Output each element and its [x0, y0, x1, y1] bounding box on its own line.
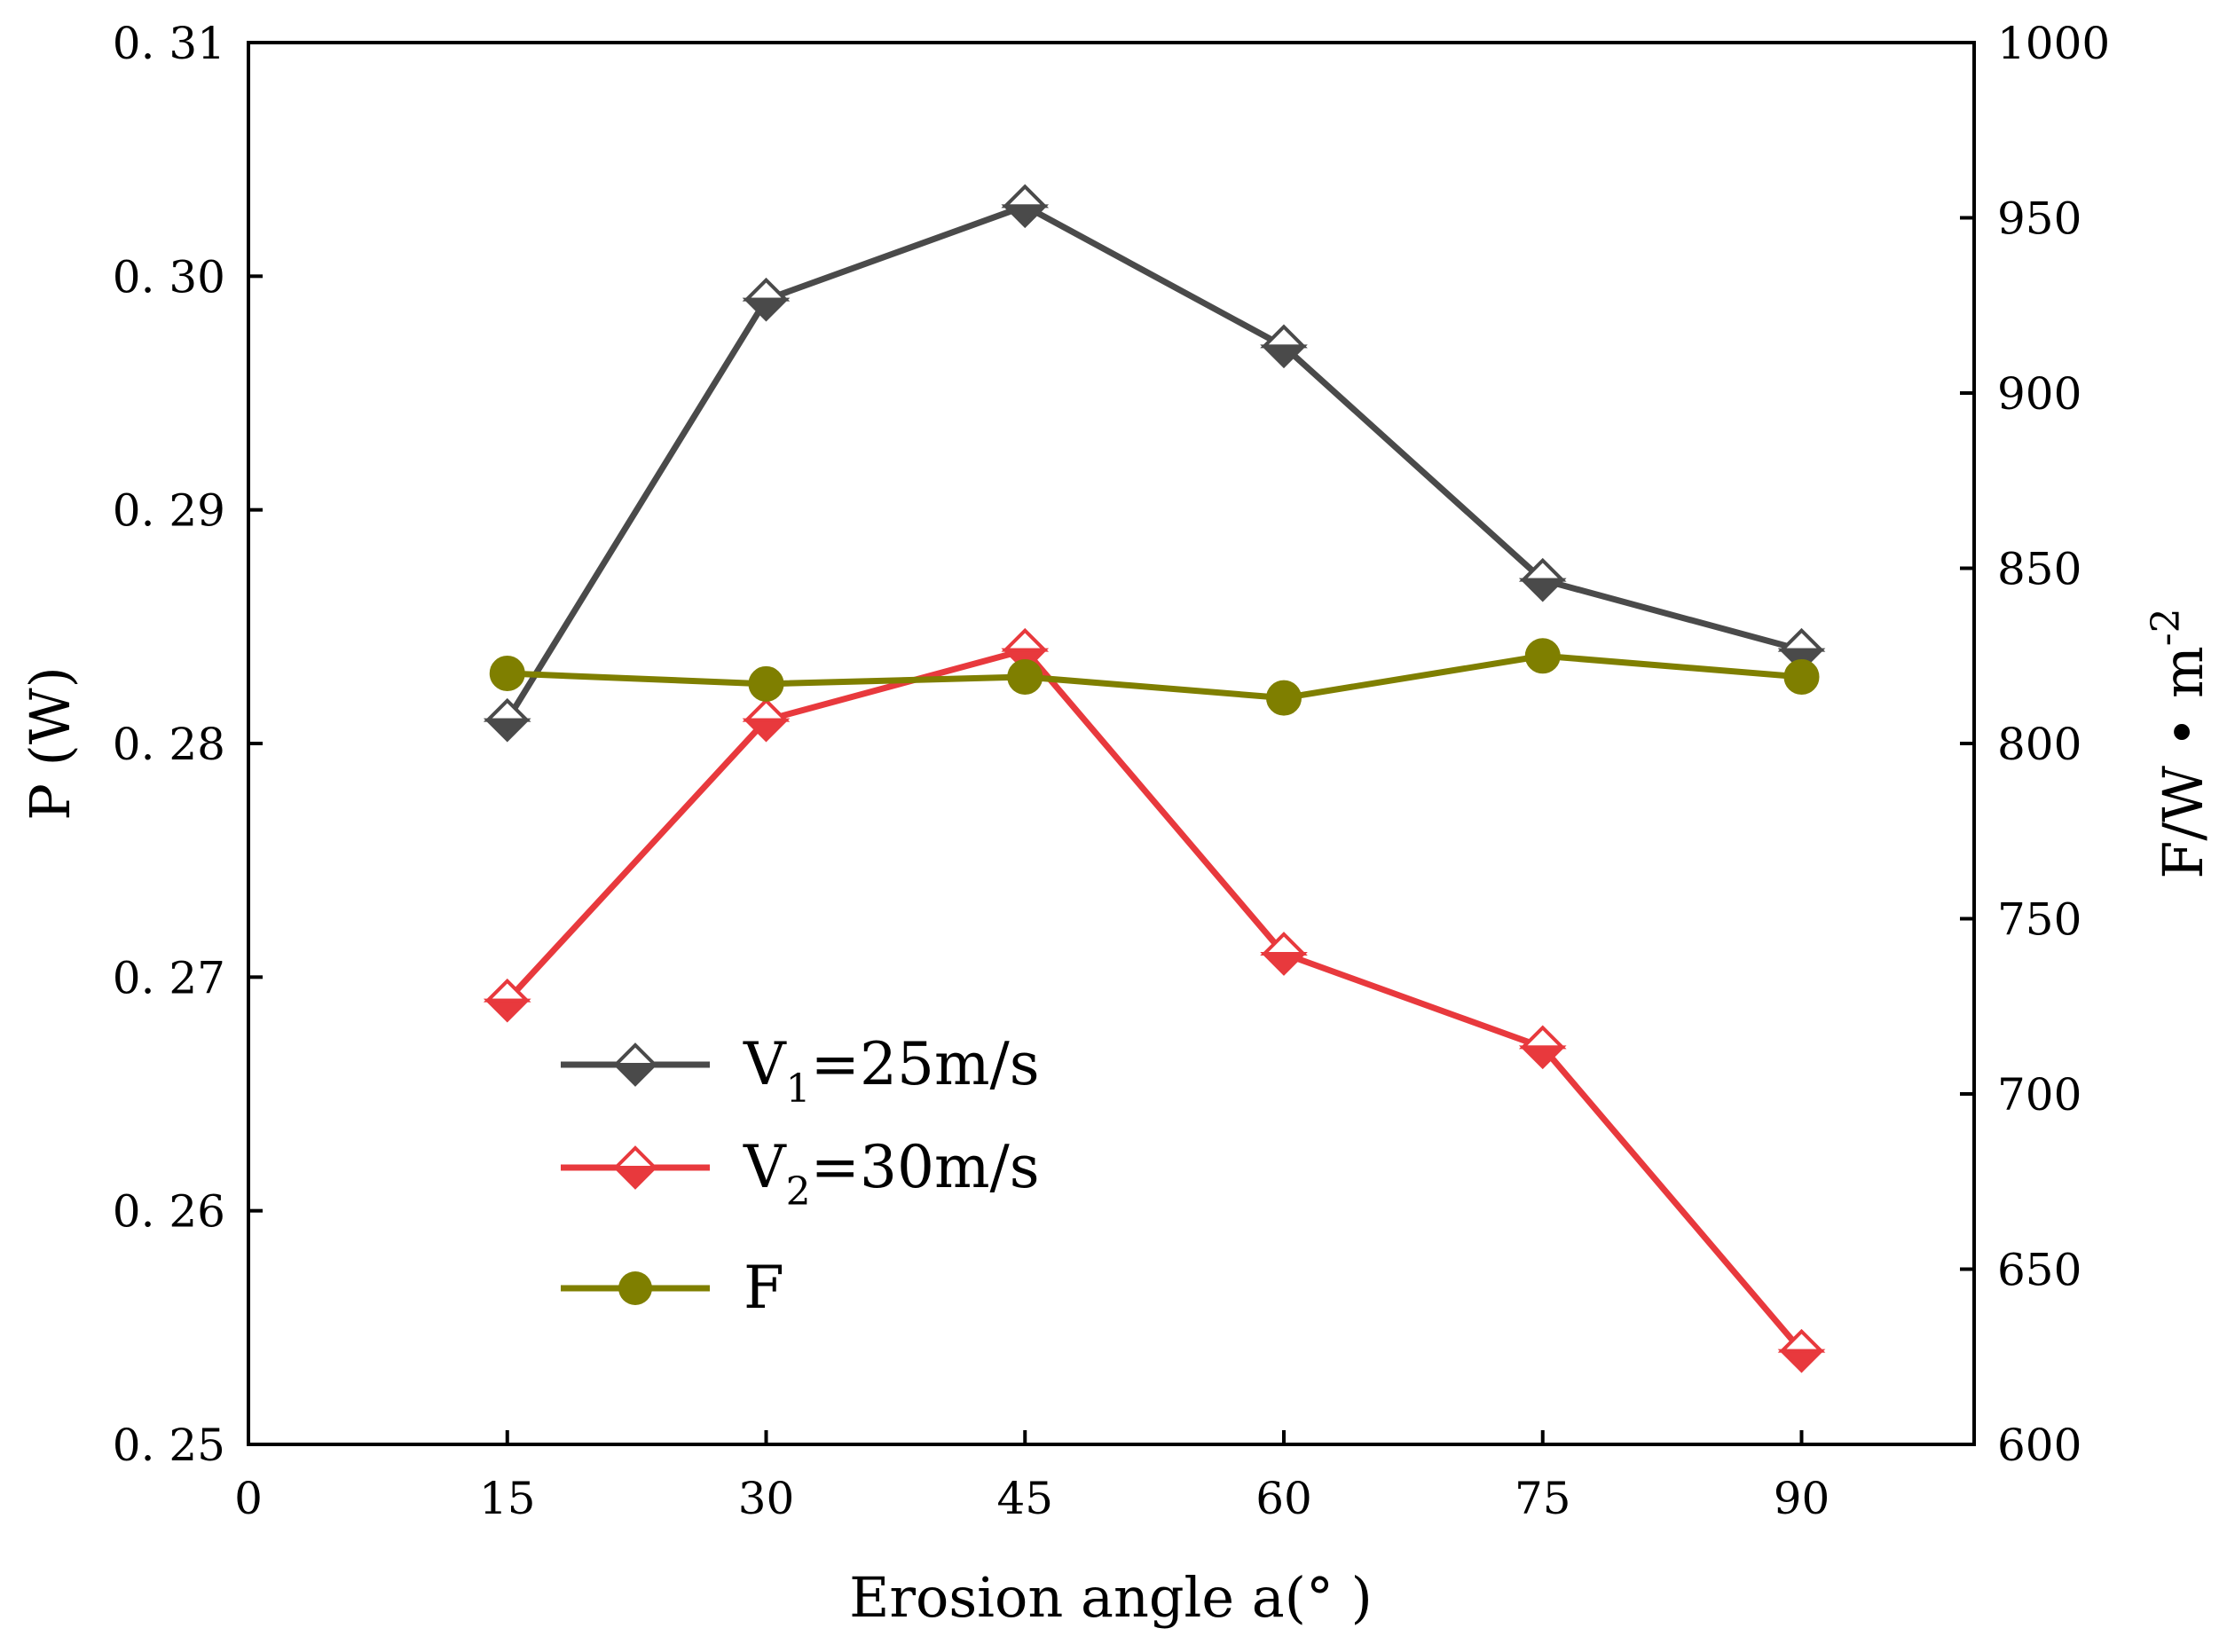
legend-marker-f: [618, 1271, 652, 1305]
data-point-v1-bottom: [1001, 204, 1050, 229]
data-point-v2-top: [1001, 627, 1050, 652]
series-f: [489, 638, 1820, 716]
series-v2: [483, 627, 1826, 1373]
y-tick-label-right: 1000: [1997, 18, 2110, 69]
data-point-v2: [1518, 1025, 1567, 1070]
legend-label-main: V: [743, 1133, 787, 1201]
series-line-v2: [505, 647, 1805, 1353]
y-tick-label-right: 650: [1997, 1245, 2081, 1296]
data-point-v1: [1518, 557, 1567, 602]
y-tick-label-right: 600: [1997, 1420, 2081, 1471]
y-tick-label-right: 900: [1997, 368, 2081, 420]
legend-label-v1: V1=25m/s: [743, 1030, 1040, 1112]
y-axis-title-left: P (W): [18, 666, 83, 821]
x-tick-label: 90: [1774, 1473, 1830, 1524]
series-v1: [483, 184, 1826, 743]
data-point-v1: [742, 277, 791, 322]
y-axis-title-right: F/W • m-2: [2144, 608, 2215, 878]
legend-item-v2: V2=30m/s: [561, 1133, 1040, 1215]
y-tick-label-left: 0. 31: [113, 18, 225, 69]
x-tick-label: 75: [1515, 1473, 1571, 1524]
legend-marker-v2-top: [611, 1145, 659, 1169]
legend-marker-v1: [611, 1042, 659, 1087]
y-tick-label-left: 0. 26: [113, 1186, 225, 1238]
y-tick-label-right: 700: [1997, 1069, 2081, 1121]
data-point-v1: [1001, 184, 1050, 229]
data-point-v2: [742, 697, 791, 743]
data-point-f: [1007, 658, 1043, 695]
y-axis-title-right-sup: -2: [2144, 608, 2189, 646]
data-point-f: [1266, 680, 1302, 716]
data-point-v2: [1777, 1328, 1826, 1373]
y-tick-label-left: 0. 29: [113, 485, 225, 537]
y-tick-label-left: 0. 30: [113, 251, 225, 303]
legend-marker-v1-top: [611, 1042, 659, 1066]
x-tick-label: 15: [479, 1473, 536, 1524]
legend-label-rest: =30m/s: [811, 1133, 1040, 1201]
legend-marker-v1-bottom: [611, 1063, 659, 1087]
axes-layer: 0 15 30 45 60 75 90 0. 25 0. 26 0. 27 0. 28 0. 29 0.…: [113, 18, 2110, 1524]
data-point-v2: [483, 978, 531, 1023]
y-tick-label-left: 0. 25: [113, 1420, 225, 1471]
y-tick-label-right: 950: [1997, 193, 2081, 245]
data-point-v1-top: [1001, 184, 1050, 208]
data-point-v1: [483, 697, 531, 743]
legend-label-v2: V2=30m/s: [743, 1133, 1040, 1215]
data-point-v2-bottom: [1518, 1045, 1567, 1070]
legend-marker-v2: [611, 1145, 659, 1190]
y-tick-label-right: 800: [1997, 719, 2081, 770]
data-point-v2: [1260, 932, 1308, 976]
y-tick-label-left: 0. 27: [113, 952, 225, 1003]
legend-marker-v2-bottom: [611, 1166, 659, 1190]
x-tick-label: 0: [234, 1473, 263, 1524]
series-layer: [483, 184, 1826, 1373]
series-line-v1: [504, 202, 1803, 722]
series-line-f: [507, 652, 1802, 702]
x-tick-label: 30: [738, 1473, 795, 1524]
data-point-v1-top: [1777, 627, 1826, 652]
data-point-v1-top: [742, 277, 791, 302]
legend: V1=25m/sV2=30m/sF: [561, 1030, 1040, 1322]
x-axis-title: Erosion angle a(° ): [849, 1565, 1373, 1630]
legend-label-f: F: [744, 1254, 784, 1322]
legend-label-sub: 2: [786, 1169, 811, 1215]
data-point-v2-top: [1518, 1025, 1567, 1050]
data-point-f: [748, 665, 784, 702]
data-point-v2-top: [742, 697, 791, 722]
data-point-v2-bottom: [1777, 1349, 1826, 1373]
data-point-f: [489, 656, 525, 691]
x-tick-label: 45: [996, 1473, 1053, 1524]
data-point-v2-bottom: [742, 718, 791, 743]
x-tick-label: 60: [1255, 1473, 1312, 1524]
legend-item-v1: V1=25m/s: [561, 1030, 1040, 1112]
data-point-v1: [1260, 324, 1308, 369]
legend-label-sub: 1: [786, 1066, 811, 1112]
data-point-v1-bottom: [742, 297, 791, 322]
data-point-f: [1783, 658, 1820, 695]
legend-item-f: F: [561, 1254, 784, 1322]
legend-label-rest: =25m/s: [811, 1030, 1040, 1098]
y-tick-label-right: 750: [1997, 894, 2081, 946]
y-tick-label-right: 850: [1997, 544, 2081, 595]
data-point-v1-bottom: [1518, 578, 1567, 602]
y-tick-label-left: 0. 28: [113, 719, 225, 770]
legend-label-main: V: [743, 1030, 787, 1098]
data-point-v2-bottom: [483, 998, 531, 1023]
y-axis-title-right-main: F/W • m: [2151, 646, 2215, 878]
data-point-v2-bottom: [1260, 952, 1308, 976]
data-point-v1-bottom: [483, 718, 531, 743]
legend-label-main: F: [744, 1254, 784, 1322]
data-point-v1-bottom: [1260, 344, 1308, 369]
data-point-f: [1524, 638, 1561, 674]
